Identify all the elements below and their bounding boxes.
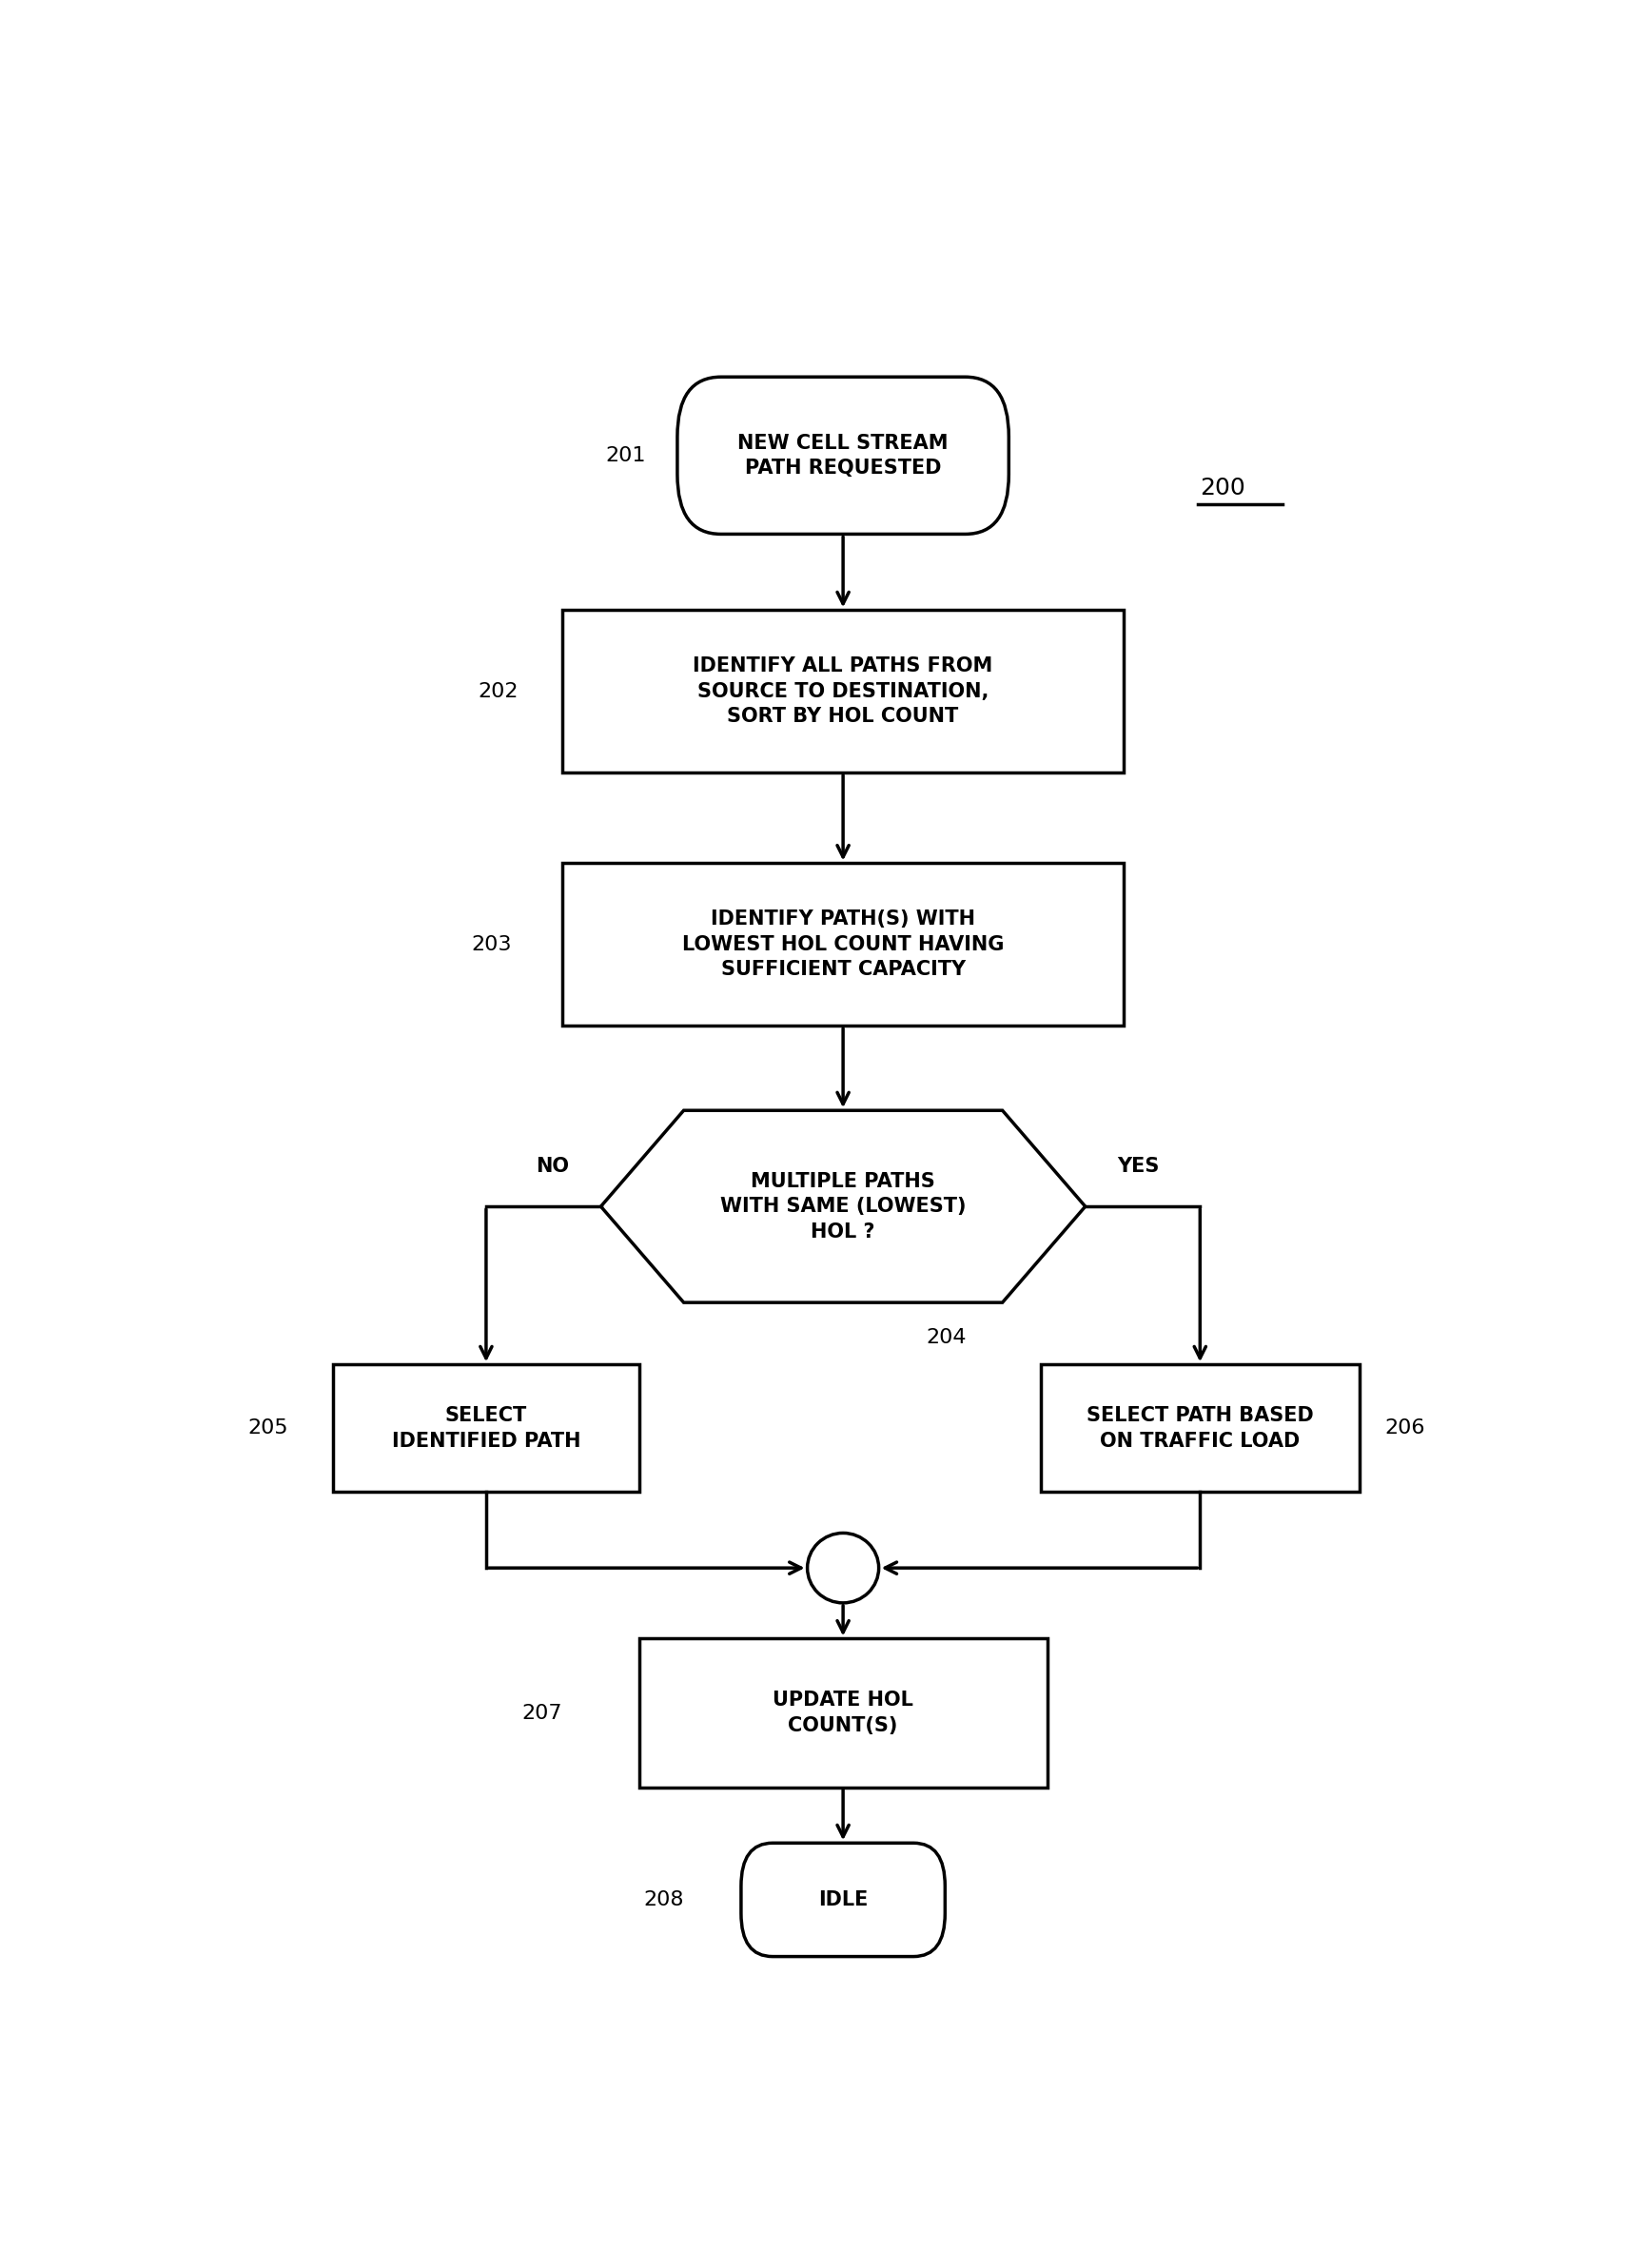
Text: IDENTIFY ALL PATHS FROM
SOURCE TO DESTINATION,
SORT BY HOL COUNT: IDENTIFY ALL PATHS FROM SOURCE TO DESTIN… — [693, 658, 994, 726]
Bar — [563, 610, 1124, 773]
Text: SELECT
IDENTIFIED PATH: SELECT IDENTIFIED PATH — [392, 1406, 581, 1449]
Bar — [563, 864, 1124, 1025]
Text: IDENTIFY PATH(S) WITH
LOWEST HOL COUNT HAVING
SUFFICIENT CAPACITY: IDENTIFY PATH(S) WITH LOWEST HOL COUNT H… — [683, 909, 1003, 980]
FancyBboxPatch shape — [740, 1844, 944, 1957]
Text: NEW CELL STREAM
PATH REQUESTED: NEW CELL STREAM PATH REQUESTED — [737, 433, 949, 479]
Text: 204: 204 — [926, 1329, 966, 1347]
Text: 200: 200 — [1201, 476, 1245, 499]
Text: 203: 203 — [470, 934, 512, 955]
Bar — [1041, 1365, 1359, 1492]
FancyBboxPatch shape — [678, 376, 1008, 535]
Bar — [638, 1640, 1046, 1787]
Bar — [332, 1365, 638, 1492]
Text: 206: 206 — [1385, 1420, 1425, 1438]
Polygon shape — [600, 1111, 1086, 1302]
Text: MULTIPLE PATHS
WITH SAME (LOWEST)
HOL ?: MULTIPLE PATHS WITH SAME (LOWEST) HOL ? — [721, 1173, 966, 1241]
Text: UPDATE HOL
COUNT(S): UPDATE HOL COUNT(S) — [773, 1692, 913, 1735]
Text: 207: 207 — [521, 1703, 563, 1721]
Text: SELECT PATH BASED
ON TRAFFIC LOAD: SELECT PATH BASED ON TRAFFIC LOAD — [1086, 1406, 1314, 1449]
Text: NO: NO — [536, 1157, 569, 1175]
Text: 208: 208 — [643, 1889, 684, 1910]
Text: 202: 202 — [477, 683, 518, 701]
Ellipse shape — [808, 1533, 878, 1603]
Text: YES: YES — [1117, 1157, 1160, 1175]
Text: IDLE: IDLE — [818, 1889, 869, 1910]
Text: 205: 205 — [248, 1420, 288, 1438]
Text: 201: 201 — [605, 447, 645, 465]
